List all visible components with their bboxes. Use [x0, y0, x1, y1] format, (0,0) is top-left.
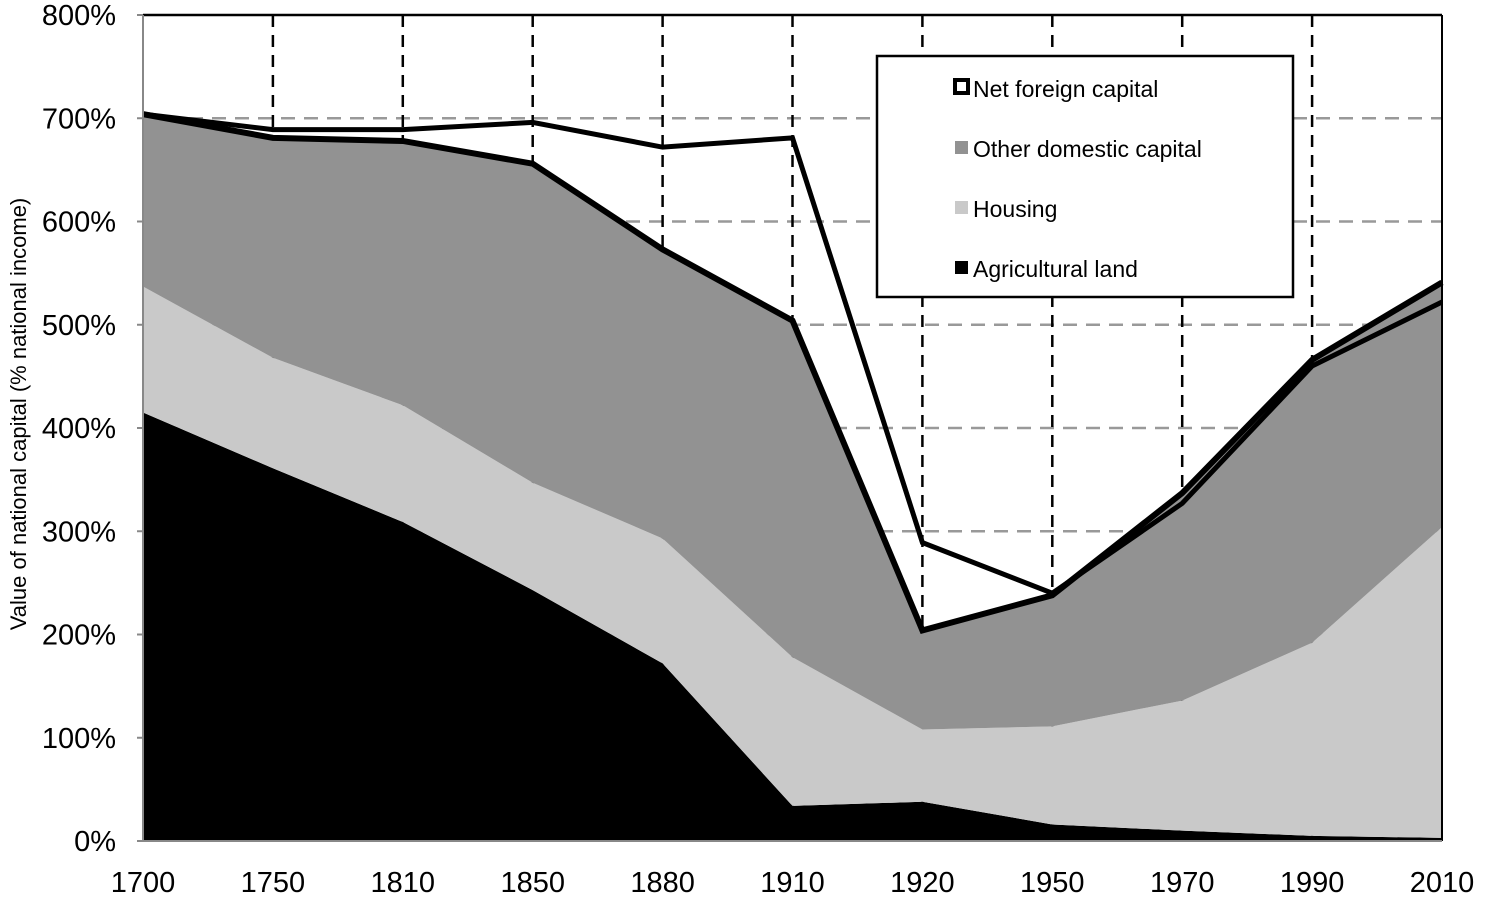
x-tick-label: 2010 [1410, 867, 1475, 899]
y-axis-label: Value of national capital (% national in… [6, 198, 31, 631]
legend-label: Housing [973, 196, 1057, 222]
y-tick-label: 0% [74, 826, 116, 858]
legend-box [875, 54, 1295, 299]
stacked-areas [143, 114, 1442, 841]
legend-marker-net-foreign [953, 78, 970, 95]
x-tick-label: 1990 [1280, 867, 1345, 899]
area-agricultural-land [143, 412, 1442, 841]
x-tick-label: 1950 [1020, 867, 1085, 899]
y-tick-label: 700% [42, 103, 116, 135]
area-other-domestic-capital [143, 114, 1442, 730]
y-tick-label: 500% [42, 310, 116, 342]
x-tick-label: 1910 [760, 867, 825, 899]
x-tick-label: 1700 [111, 867, 176, 899]
y-tick-label: 600% [42, 207, 116, 239]
line-net-foreign-capital [142, 111, 1444, 597]
outline-lines [142, 111, 1444, 634]
line-domestic-capital [142, 111, 1444, 634]
x-tick-label: 1750 [241, 867, 306, 899]
axes: 0% 100% 200% 300% 400% 500% 600% 700% 800% 1700 17… [42, 0, 1474, 899]
x-tick-label: 1810 [371, 867, 436, 899]
x-tick-label: 1850 [500, 867, 565, 899]
y-tick-label: 300% [42, 516, 116, 548]
legend: Net foreign capital Other domestic capita… [875, 54, 1295, 299]
area-housing [143, 286, 1442, 838]
y-tick-label: 100% [42, 723, 116, 755]
x-tick-label: 1880 [630, 867, 695, 899]
y-tick-label: 800% [42, 0, 116, 32]
legend-marker [955, 261, 968, 274]
y-tick-label: 400% [42, 413, 116, 445]
x-tick-label: 1920 [890, 867, 955, 899]
y-tick-label: 200% [42, 620, 116, 652]
legend-label: Other domestic capital [973, 136, 1202, 162]
legend-marker [955, 201, 968, 214]
legend-marker [955, 141, 968, 154]
legend-label: Agricultural land [973, 256, 1138, 282]
x-tick-label: 1970 [1150, 867, 1215, 899]
legend-label: Net foreign capital [973, 76, 1158, 102]
